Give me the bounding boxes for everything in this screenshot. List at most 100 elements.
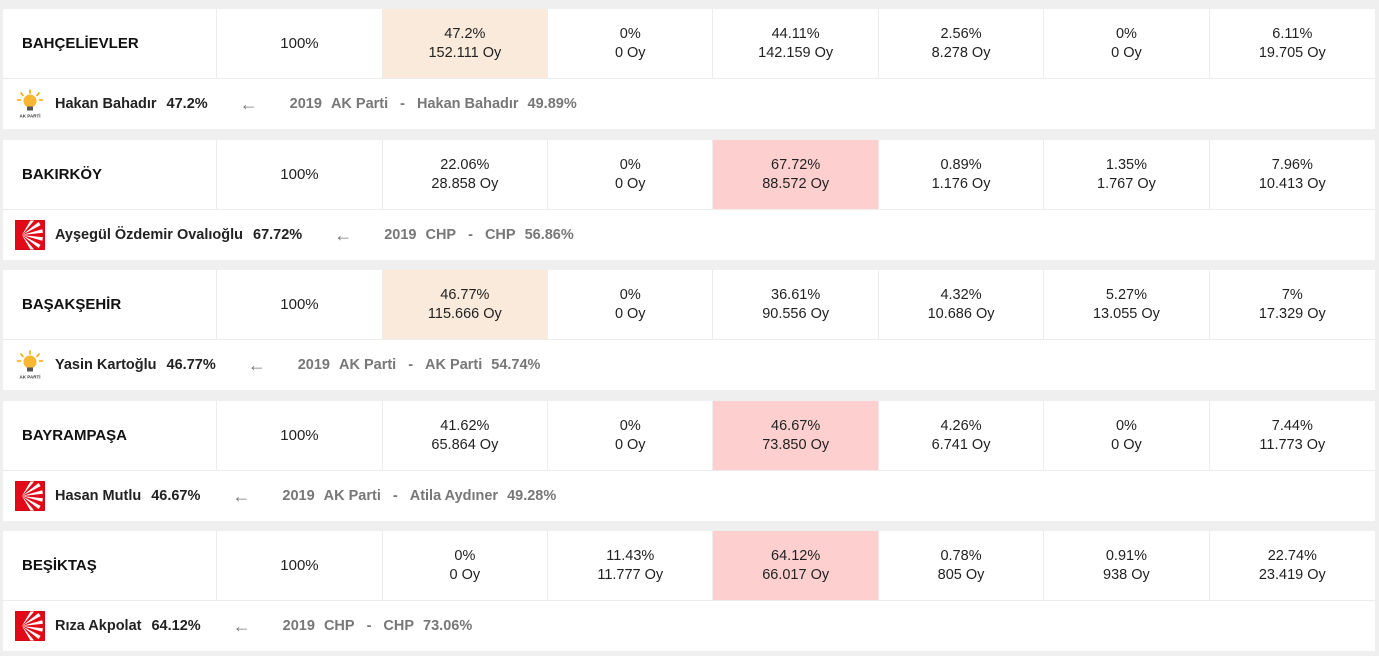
district-results-row: BAKIRKÖY 100% 22.06% 28.858 Oy 0% 0 Oy 67.72% 8… [3, 140, 1375, 210]
party-vote-count: 805 Oy [937, 566, 985, 583]
party-result-cell: 0% 0 Oy [1044, 9, 1210, 78]
winner-vote-pct: 64.12% [151, 618, 201, 634]
party-result-cell: 46.67% 73.850 Oy [713, 401, 879, 470]
district-name[interactable]: BAKIRKÖY [3, 140, 218, 209]
previous-winner: Hakan Bahadır [417, 96, 519, 112]
party-vote-pct: 5.27% [1105, 286, 1147, 303]
arrow-left-icon: ← [334, 225, 353, 245]
district-card[interactable]: BAŞAKŞEHİR 100% 46.77% 115.666 Oy 0% 0 Oy 36.6… [3, 270, 1375, 390]
previous-winner: CHP [484, 227, 516, 243]
arrow-left-icon: ← [232, 486, 251, 506]
party-result-cell: 0% 0 Oy [383, 531, 549, 600]
party-vote-count: 152.111 Oy [428, 44, 502, 61]
district-card[interactable]: BEŞİKTAŞ 100% 0% 0 Oy 11.43% 11.777 Oy 64.12% 6… [3, 531, 1375, 651]
previous-year: 2019 [289, 96, 322, 112]
party-result-cell: 6.11% 19.705 Oy [1210, 9, 1375, 78]
previous-winner: AK Parti [425, 357, 483, 373]
party-vote-pct: 64.12% [771, 547, 821, 564]
party-result-cell: 47.2% 152.111 Oy [382, 9, 549, 78]
party-vote-pct: 36.61% [771, 286, 821, 303]
party-vote-count: 65.864 Oy [431, 436, 499, 453]
party-result-cell: 5.27% 13.055 Oy [1044, 270, 1210, 339]
district-name[interactable]: BEŞİKTAŞ [3, 531, 218, 600]
party-vote-count: 73.850 Oy [762, 436, 830, 453]
party-vote-pct: 7% [1281, 286, 1303, 303]
chp-six-arrows-icon [14, 610, 46, 642]
party-result-cell: 4.26% 6.741 Oy [879, 401, 1045, 470]
party-vote-pct: 22.06% [440, 156, 490, 173]
district-results-row: BAYRAMPAŞA 100% 41.62% 65.864 Oy 0% 0 Oy 46.67… [3, 401, 1375, 471]
party-vote-pct: 6.11% [1272, 25, 1313, 42]
winner-row: AK PARTİ Yasin Kartoğlu 46.77% ← 2019 AK Part… [3, 340, 1375, 390]
previous-party: CHP [323, 618, 355, 634]
district-card[interactable]: BAHÇELİEVLER 100% 47.2% 152.111 Oy 0% 0 Oy 44.… [3, 9, 1375, 129]
previous-party: AK Parti [330, 96, 389, 112]
party-result-cell: 67.72% 88.572 Oy [713, 140, 879, 209]
previous-party: CHP [425, 227, 457, 243]
ballot-box-opened-pct: 100% [217, 531, 383, 600]
party-vote-count: 11.773 Oy [1259, 436, 1326, 453]
district-card[interactable]: BAKIRKÖY 100% 22.06% 28.858 Oy 0% 0 Oy 67.72% 8… [3, 140, 1375, 260]
previous-year: 2019 [282, 618, 315, 634]
previous-pct: 54.74% [491, 357, 541, 373]
district-name[interactable]: BAYRAMPAŞA [3, 401, 218, 470]
party-vote-count: 0 Oy [614, 175, 646, 192]
previous-winner: CHP [383, 618, 415, 634]
party-vote-pct: 47.2% [444, 25, 486, 42]
party-result-cell: 22.74% 23.419 Oy [1210, 531, 1375, 600]
chp-six-arrows-icon [14, 480, 46, 512]
ballot-box-opened-pct: 100% [217, 140, 383, 209]
party-result-cell: 0% 0 Oy [548, 140, 714, 209]
party-vote-count: 11.777 Oy [597, 566, 664, 583]
party-vote-count: 66.017 Oy [762, 566, 830, 583]
party-vote-count: 1.176 Oy [931, 175, 991, 192]
separator-dash: - [468, 227, 473, 243]
ballot-box-opened-pct: 100% [217, 401, 383, 470]
party-vote-pct: 22.74% [1267, 547, 1317, 564]
party-vote-count: 88.572 Oy [762, 175, 830, 192]
party-result-cell: 4.32% 10.686 Oy [879, 270, 1045, 339]
party-result-cell: 0.89% 1.176 Oy [879, 140, 1045, 209]
previous-winner: Atila Aydıner [409, 488, 499, 504]
previous-election-info: 2019 CHP - CHP 73.06% [283, 618, 482, 634]
party-vote-pct: 0% [619, 156, 641, 173]
separator-dash: - [392, 488, 398, 504]
party-vote-count: 115.666 Oy [427, 305, 502, 322]
svg-text:AK PARTİ: AK PARTİ [20, 374, 41, 380]
party-result-cell: 46.77% 115.666 Oy [382, 270, 549, 339]
arrow-left-icon: ← [247, 355, 266, 375]
party-vote-count: 0 Oy [1111, 436, 1142, 453]
previous-pct: 73.06% [423, 618, 473, 634]
party-vote-pct: 7.96% [1271, 156, 1313, 173]
party-vote-pct: 67.72% [771, 156, 821, 173]
party-vote-count: 0 Oy [614, 44, 646, 61]
party-result-cell: 64.12% 66.017 Oy [713, 531, 879, 600]
party-vote-pct: 0.78% [940, 547, 982, 564]
party-vote-count: 0 Oy [614, 436, 646, 453]
party-vote-pct: 4.26% [940, 417, 982, 434]
svg-text:AK PARTİ: AK PARTİ [20, 113, 41, 119]
party-vote-pct: 0% [619, 417, 641, 434]
party-result-cell: 0.91% 938 Oy [1044, 531, 1210, 600]
previous-election-info: 2019 AK Parti - Atila Aydıner 49.28% [282, 488, 565, 504]
winner-candidate-name: Ayşegül Özdemir Ovalıoğlu [55, 227, 244, 243]
previous-pct: 56.86% [524, 227, 574, 243]
winner-vote-pct: 46.77% [166, 357, 216, 373]
party-result-cell: 22.06% 28.858 Oy [383, 140, 549, 209]
akp-lightbulb-icon: AK PARTİ [14, 349, 46, 381]
party-vote-pct: 0% [619, 286, 641, 303]
party-vote-pct: 2.56% [940, 25, 982, 42]
district-results-row: BAŞAKŞEHİR 100% 46.77% 115.666 Oy 0% 0 Oy 36.6… [3, 270, 1375, 340]
winner-row: Ayşegül Özdemir Ovalıoğlu 67.72% ← 2019 CHP -… [3, 210, 1375, 260]
winner-candidate-name: Yasin Kartoğlu [55, 357, 157, 373]
party-vote-count: 10.686 Oy [927, 305, 995, 322]
arrow-left-icon: ← [232, 616, 251, 636]
party-result-cell: 44.11% 142.159 Oy [713, 9, 879, 78]
party-vote-count: 0 Oy [449, 566, 481, 583]
district-name[interactable]: BAŞAKŞEHİR [3, 270, 218, 339]
district-card[interactable]: BAYRAMPAŞA 100% 41.62% 65.864 Oy 0% 0 Oy 46.67… [3, 401, 1375, 521]
party-vote-count: 28.858 Oy [431, 175, 499, 192]
previous-election-info: 2019 AK Parti - Hakan Bahadır 49.89% [290, 96, 586, 112]
district-name[interactable]: BAHÇELİEVLER [3, 9, 218, 78]
party-vote-count: 6.741 Oy [931, 436, 991, 453]
